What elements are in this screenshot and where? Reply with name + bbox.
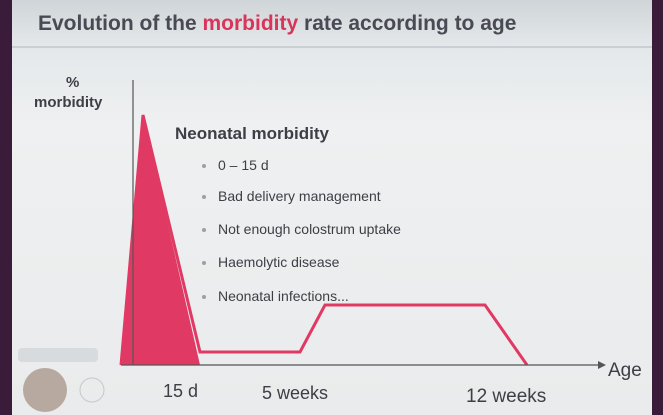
bullet-dot <box>202 261 206 265</box>
bullet-dot <box>202 295 206 299</box>
box-heading: Neonatal morbidity <box>175 124 329 144</box>
logo-ring <box>80 378 104 402</box>
bullet-text: Bad delivery management <box>218 188 381 204</box>
logo-cat <box>23 368 67 412</box>
page: Evolution of the morbidity rate accordin… <box>0 0 663 415</box>
y-unit: % <box>66 74 79 91</box>
x-tick-label: 12 weeks <box>466 386 546 408</box>
diagram <box>0 0 663 415</box>
bullets <box>202 164 206 299</box>
x-tick-label: 5 weeks <box>262 383 328 404</box>
x-tick-label: 15 d <box>163 381 198 402</box>
bullet-text: 0 – 15 d <box>218 157 269 173</box>
footer-badge <box>18 348 98 362</box>
bullet-text: Haemolytic disease <box>218 254 339 270</box>
bullet-dot <box>202 228 206 232</box>
x-label: Age <box>608 360 642 382</box>
y-label: morbidity <box>34 94 102 111</box>
x-axis-arrow <box>598 361 606 369</box>
bullet-text: Neonatal infections... <box>218 288 349 304</box>
bullet-dot <box>202 164 206 168</box>
bullet-text: Not enough colostrum uptake <box>218 221 401 237</box>
bullet-dot <box>202 195 206 199</box>
